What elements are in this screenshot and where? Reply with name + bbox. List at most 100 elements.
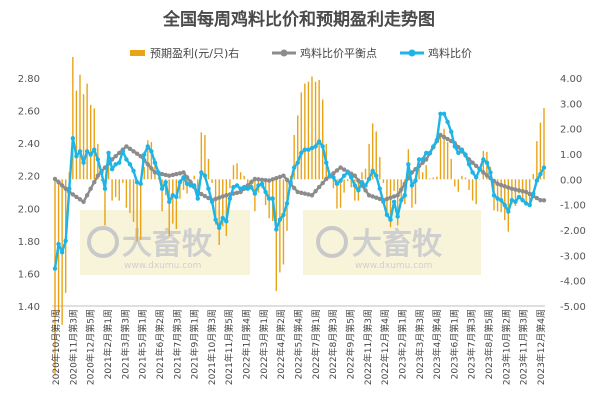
profit-bar: [193, 175, 195, 180]
balance-point: [306, 192, 311, 197]
profit-bar: [247, 179, 249, 187]
profit-bar: [346, 179, 349, 182]
balance-point: [352, 173, 358, 178]
right-axis: 4.00 3.00 2.00 1.00 0.00 -1.00 -2.00 -3.00 -4.00…: [560, 74, 586, 313]
ratio-point: [299, 150, 304, 156]
profit-bar: [200, 132, 203, 180]
balance-point: [523, 189, 529, 195]
ratio-point: [59, 250, 65, 255]
x-axis: 2020年10月第1周 2020年11月第3周 2020年12月第5周 2021年2月…: [50, 309, 547, 385]
profit-bar: [225, 179, 228, 237]
profit-bar: [86, 83, 88, 180]
profit-bar: [179, 179, 181, 199]
x-tick-label: 2022年7月第1周: [310, 309, 322, 379]
x-tick-label: 2022年3月第1周: [258, 309, 270, 379]
ratio-point: [488, 170, 493, 175]
x-tick-label: 2022年12月第4周: [379, 309, 391, 385]
ratio-point: [523, 201, 529, 206]
ratio-point: [281, 212, 286, 217]
balance-point: [295, 189, 300, 195]
ratio-point: [113, 162, 118, 167]
ratio-point: [359, 180, 365, 185]
balance-point: [509, 186, 515, 191]
ratio-point: [324, 160, 329, 165]
balance-point: [320, 180, 325, 186]
profit-bar: [464, 177, 467, 180]
balance-point: [541, 198, 547, 203]
balance-point: [56, 180, 61, 185]
balance-point: [152, 170, 158, 175]
balance-point: [481, 170, 486, 175]
profit-bar: [429, 178, 431, 180]
ratio-point: [152, 160, 158, 165]
profit-bar: [282, 179, 285, 265]
profit-bar: [114, 179, 117, 198]
ratio-point: [216, 225, 222, 231]
balance-point: [163, 172, 168, 178]
ratio-point: [473, 175, 479, 180]
balance-point: [309, 193, 315, 198]
profit-bar: [111, 179, 113, 201]
ratio-point: [406, 162, 411, 167]
balance-point: [420, 160, 425, 165]
profit-bar: [229, 179, 231, 189]
balance-point: [341, 167, 347, 172]
left-axis: 1.40 1.60 1.80 2.00 2.20 2.40 2.60 2.80: [18, 74, 40, 313]
profit-bar: [182, 179, 185, 190]
balance-point: [445, 136, 450, 142]
ratio-point: [306, 147, 311, 152]
x-tick-label: 2023年10月第2周: [500, 309, 512, 385]
ratio-point: [252, 191, 258, 196]
balance-point: [174, 171, 179, 177]
balance-point: [520, 188, 525, 194]
x-tick-label: 2022年1月第4周: [241, 309, 253, 379]
profit-bar: [118, 179, 120, 201]
profit-bar: [79, 74, 81, 180]
balance-point: [291, 185, 297, 191]
profit-bar: [186, 179, 188, 194]
chart-title: 全国每周鸡料比价和预期盈利走势图: [162, 9, 435, 30]
ratio-point: [120, 149, 126, 154]
ratio-point: [241, 184, 247, 190]
legend-bar-swatch: [130, 50, 145, 56]
balance-point: [395, 193, 400, 198]
balance-point: [473, 163, 479, 169]
x-tick-label: 2020年11月第3周: [67, 309, 79, 385]
profit-bar: [243, 175, 245, 180]
balance-point: [188, 180, 193, 185]
ratio-point: [167, 199, 172, 204]
profit-bar: [300, 92, 302, 180]
ratio-point: [424, 150, 429, 156]
balance-point: [127, 146, 133, 152]
ratio-point: [213, 217, 218, 222]
x-tick-label: 2021年6月第2周: [154, 309, 166, 379]
ratio-point: [220, 215, 225, 221]
ratio-point: [177, 180, 183, 185]
profit-bar: [364, 168, 367, 180]
x-tick-label: 2023年11月第3周: [518, 309, 530, 385]
balance-point: [263, 177, 268, 183]
profit-bar: [511, 179, 513, 205]
ratio-point: [438, 111, 443, 117]
profit-bar: [154, 158, 156, 180]
balance-point: [81, 199, 86, 204]
ratio-point: [452, 144, 457, 149]
profit-bar: [122, 179, 124, 183]
balance-point: [181, 170, 186, 175]
x-tick-label: 2021年11月第5周: [223, 309, 235, 385]
profit-bar: [436, 176, 438, 180]
ratio-point: [263, 189, 268, 195]
ratio-point: [209, 199, 215, 204]
balance-point: [199, 191, 204, 197]
ratio-point: [284, 201, 290, 206]
ratio-point: [531, 191, 536, 196]
ratio-point: [231, 184, 236, 190]
ratio-point: [77, 149, 83, 154]
profit-bar: [382, 179, 385, 183]
profit-bar: [129, 179, 131, 214]
balance-point: [356, 178, 361, 183]
profit-bar: [332, 179, 335, 189]
profit-bar: [504, 179, 506, 221]
profit-bar: [157, 177, 160, 180]
balance-point: [324, 176, 329, 182]
